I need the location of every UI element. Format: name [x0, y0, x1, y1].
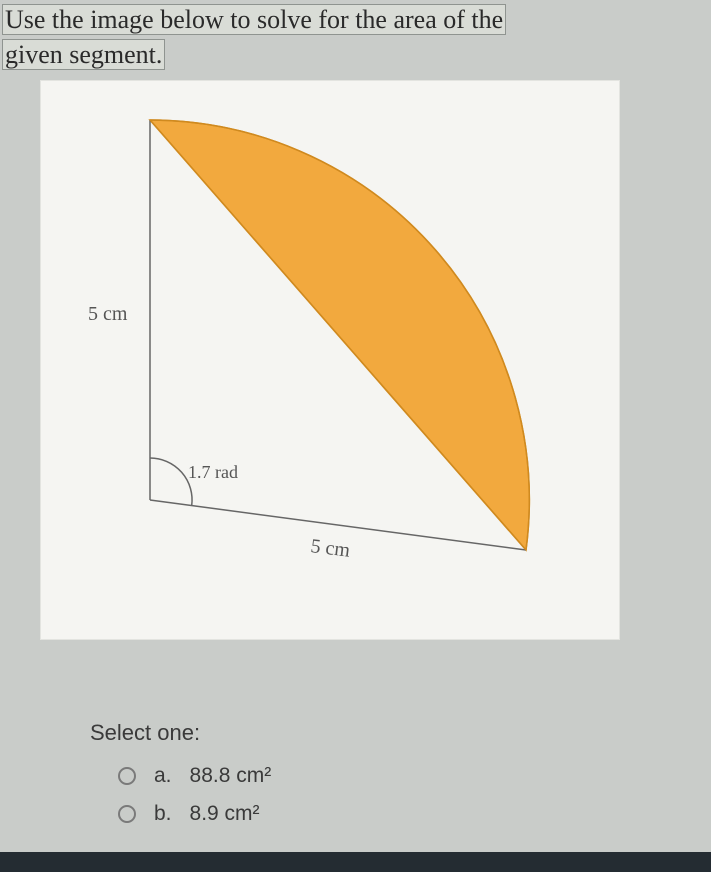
question-line1: Use the image below to solve for the are…: [2, 4, 506, 35]
option-a[interactable]: a. 88.8 cm²: [118, 764, 271, 788]
radio-icon[interactable]: [118, 805, 136, 823]
question-line2: given segment.: [2, 39, 165, 70]
option-letter: b.: [154, 802, 172, 826]
question-text: Use the image below to solve for the are…: [0, 0, 711, 72]
page: Use the image below to solve for the are…: [0, 0, 711, 872]
answers-block: Select one: a. 88.8 cm² b. 8.9 cm²: [90, 720, 271, 840]
angle-label: 1.7 rad: [188, 462, 238, 482]
option-text: 8.9 cm²: [190, 802, 260, 826]
option-letter: a.: [154, 764, 172, 788]
radius-left-label: 5 cm: [88, 303, 128, 325]
diagram-svg: 5 cm 5 cm 1.7 rad: [40, 80, 620, 640]
bottom-bar: [0, 852, 711, 872]
angle-arc: [150, 458, 192, 506]
radio-icon[interactable]: [118, 767, 136, 785]
option-b[interactable]: b. 8.9 cm²: [118, 802, 271, 826]
option-text: 88.8 cm²: [190, 764, 272, 788]
select-one-label: Select one:: [90, 720, 271, 746]
radius-bottom-label: 5 cm: [309, 535, 351, 562]
circle-segment-diagram: 5 cm 5 cm 1.7 rad: [40, 80, 620, 640]
